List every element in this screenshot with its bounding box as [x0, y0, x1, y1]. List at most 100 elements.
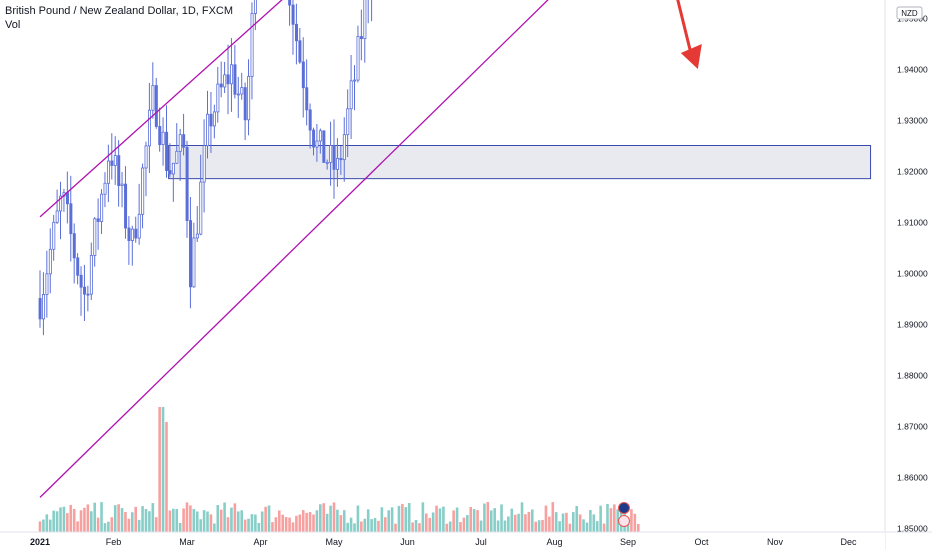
- volume-bar: [243, 519, 247, 532]
- volume-bar: [69, 504, 73, 532]
- volume-bar: [363, 518, 367, 532]
- volume-bar: [178, 522, 182, 532]
- volume-bar: [469, 507, 473, 532]
- volume-bar: [397, 505, 401, 532]
- candle-body: [113, 155, 117, 166]
- volume-bar: [158, 407, 161, 532]
- volume-bar: [486, 502, 490, 532]
- volume-bar: [445, 523, 449, 532]
- volume-bar: [431, 512, 435, 532]
- candle-body: [168, 170, 172, 175]
- flag-icon: [618, 502, 630, 514]
- volume-bar: [370, 519, 373, 532]
- volume-bar: [86, 504, 90, 532]
- candle-body: [322, 130, 326, 163]
- candle-body: [147, 109, 151, 147]
- candle-body: [182, 134, 186, 148]
- candle-body: [209, 113, 213, 127]
- volume-bar: [165, 422, 168, 532]
- volume-bar: [260, 511, 264, 532]
- volume-bar: [493, 508, 496, 532]
- volume-bar: [93, 502, 96, 532]
- candle-body: [158, 126, 162, 146]
- time-tick-label: Feb: [106, 537, 122, 547]
- time-tick-label: May: [325, 537, 343, 547]
- candle-body: [199, 181, 203, 235]
- volume-bar: [599, 505, 602, 532]
- volume-bar: [353, 523, 356, 532]
- volume-bar: [216, 505, 220, 532]
- candle-body: [346, 108, 350, 136]
- volume-bar: [356, 505, 360, 532]
- volume-bar: [524, 514, 527, 532]
- candle-body: [185, 146, 189, 221]
- arrow-shaft: [676, 0, 694, 58]
- volume-bar: [425, 513, 428, 532]
- drawing-zones: [168, 145, 872, 180]
- candle-body: [305, 87, 309, 111]
- volume-bar: [154, 517, 158, 532]
- candle-body: [353, 79, 357, 82]
- volume-bar: [219, 509, 223, 532]
- price-tick-label: 1.85000: [897, 524, 928, 534]
- candle-body: [243, 87, 247, 121]
- volume-bar: [322, 503, 326, 532]
- price-tick-label: 1.93000: [897, 116, 928, 126]
- price-tick-label: 1.92000: [897, 167, 928, 177]
- volume-bar: [206, 511, 209, 532]
- direction-arrow: [676, 0, 702, 69]
- price-tick-label: 1.87000: [897, 422, 928, 432]
- candlestick-series: [38, 0, 373, 336]
- volume-bar: [175, 509, 179, 532]
- volume-bar: [527, 511, 531, 532]
- volume-bar: [79, 510, 83, 532]
- candle-body: [336, 158, 340, 170]
- volume-bar: [274, 517, 278, 532]
- candle-body: [301, 61, 305, 89]
- volume-bar: [585, 522, 589, 532]
- candle-body: [195, 233, 199, 239]
- volume-bar: [319, 504, 322, 532]
- time-tick-label: Mar: [179, 537, 195, 547]
- candle-body: [349, 80, 353, 110]
- volume-bar: [192, 509, 196, 532]
- volume-bar: [62, 506, 66, 532]
- time-tick-label: 2021: [30, 537, 50, 547]
- candle-body: [100, 193, 104, 222]
- volume-bar: [172, 508, 175, 532]
- volume-bar: [271, 522, 274, 532]
- volume-bar: [541, 519, 544, 532]
- candle-body: [359, 36, 363, 40]
- candle-body: [141, 167, 145, 215]
- candle-body: [45, 273, 49, 295]
- volume-bar: [390, 507, 394, 532]
- volume-bar: [137, 519, 141, 532]
- candle-body: [151, 85, 155, 111]
- price-tick-label: 1.94000: [897, 65, 928, 75]
- arrow-head: [680, 44, 702, 69]
- candle-body: [356, 36, 360, 81]
- volume-bar: [383, 517, 387, 532]
- volume-bar: [117, 504, 120, 532]
- price-tick-label: 1.86000: [897, 473, 928, 483]
- volume-bar: [148, 511, 151, 532]
- volume-bar: [185, 502, 189, 532]
- volume-bar: [476, 510, 479, 532]
- volume-bar: [76, 521, 79, 532]
- volume-bar: [609, 508, 613, 532]
- volume-bar: [448, 521, 452, 532]
- volume-bar: [55, 511, 59, 532]
- volume-bar: [168, 510, 172, 532]
- volume-bar: [45, 514, 49, 532]
- volume-bar: [124, 511, 127, 532]
- volume-bar: [633, 513, 637, 532]
- volume-bar: [537, 520, 541, 532]
- candle-body: [178, 134, 182, 152]
- volume-bar: [565, 512, 568, 532]
- volume-bar: [387, 510, 390, 532]
- candle-body: [120, 183, 124, 186]
- volume-bar: [366, 509, 370, 532]
- volume-bar: [267, 505, 271, 532]
